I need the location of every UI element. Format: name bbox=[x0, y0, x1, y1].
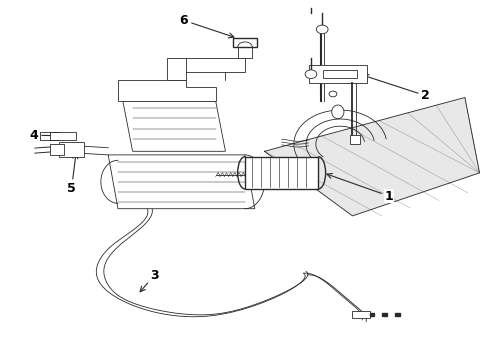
Polygon shape bbox=[233, 39, 257, 47]
Polygon shape bbox=[108, 155, 255, 209]
Polygon shape bbox=[238, 47, 252, 58]
Polygon shape bbox=[382, 313, 387, 316]
Text: 2: 2 bbox=[364, 75, 430, 102]
Text: 5: 5 bbox=[67, 153, 78, 195]
Ellipse shape bbox=[332, 105, 344, 119]
Polygon shape bbox=[245, 157, 318, 189]
Polygon shape bbox=[49, 132, 76, 140]
Text: 1: 1 bbox=[327, 174, 393, 203]
Polygon shape bbox=[49, 144, 64, 155]
Text: 6: 6 bbox=[180, 14, 234, 38]
Polygon shape bbox=[123, 101, 225, 151]
Polygon shape bbox=[350, 135, 360, 144]
Polygon shape bbox=[323, 69, 357, 78]
Polygon shape bbox=[59, 142, 84, 157]
Polygon shape bbox=[352, 311, 369, 318]
Circle shape bbox=[329, 91, 337, 97]
Polygon shape bbox=[389, 313, 393, 316]
Polygon shape bbox=[376, 313, 381, 316]
Circle shape bbox=[305, 70, 317, 78]
Polygon shape bbox=[118, 80, 216, 101]
Polygon shape bbox=[395, 313, 400, 316]
Polygon shape bbox=[167, 58, 186, 80]
Polygon shape bbox=[369, 313, 374, 316]
Circle shape bbox=[317, 25, 328, 34]
Text: 4: 4 bbox=[29, 129, 60, 142]
Polygon shape bbox=[309, 65, 367, 83]
Polygon shape bbox=[265, 98, 480, 216]
Text: 3: 3 bbox=[140, 269, 159, 292]
